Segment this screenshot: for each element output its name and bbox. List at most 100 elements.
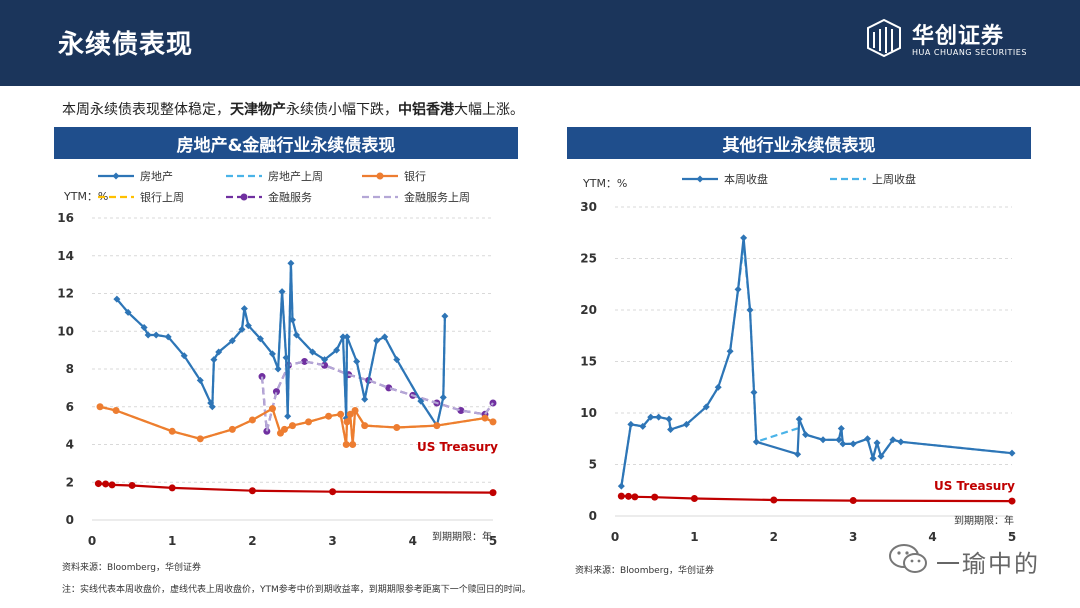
data-point-0-4 [385,384,393,392]
y-tick-label: 10 [57,324,74,338]
legend-label: 本周收盘 [724,172,768,186]
data-point-1-0 [627,420,635,428]
left-panel-title: 房地产&金融行业永续债表现 [54,127,518,159]
summary-part-2: 永续债小幅下跌， [286,102,398,118]
data-point-1-0 [794,450,802,458]
data-point-0-2 [248,416,256,424]
data-point-1-2 [651,493,659,501]
y-axis-label: YTM：% [582,177,627,190]
summary-bold-1: 天津物产 [230,102,286,118]
data-point-1-0 [839,440,847,448]
summary-bold-2: 中铝香港 [398,102,454,118]
y-tick-label: 5 [589,458,597,472]
data-point-1-2 [1008,497,1016,505]
legend-label: 房地产上周 [268,169,323,183]
logo-english-text: HUA CHUANG SECURITIES [912,48,1027,57]
data-point-1-2 [849,497,857,505]
data-point-0-0 [180,352,188,360]
data-point-0-6 [102,480,110,488]
data-point-1-2 [631,493,639,501]
data-point-0-0 [244,322,252,330]
data-point-0-0 [333,346,341,354]
data-point-1-0 [655,413,663,421]
data-point-0-0 [278,288,286,296]
series-line-0-1 [116,262,446,427]
x-tick-label: 4 [409,534,417,548]
data-point-0-6 [128,481,136,489]
data-point-0-0 [289,316,296,324]
us-treasury-annotation: US Treasury [417,440,498,454]
data-point-0-0 [196,376,204,384]
data-point-0-2 [337,410,345,418]
data-point-0-4 [258,373,266,381]
legend-label: 上周收盘 [872,172,916,186]
data-point-0-6 [248,487,256,495]
summary-part-3: 大幅上涨。 [454,102,524,118]
series-line-1-1 [620,244,1013,487]
legend-marker [696,175,704,183]
y-tick-label: 20 [580,303,597,317]
footnote: 注：实线代表本周收盘价，虚线代表上周收盘价，YTM参考中价到期收益率，到期期限参… [62,585,531,595]
x-tick-label: 3 [849,530,857,544]
data-point-1-0 [667,425,675,433]
data-point-0-0 [124,308,132,316]
data-point-1-0 [740,234,748,242]
x-axis-label: 到期期限：年 [954,514,1014,527]
x-tick-label: 2 [248,534,256,548]
data-point-0-0 [361,395,369,403]
data-point-1-0 [873,439,881,447]
y-tick-label: 0 [66,513,74,527]
data-point-1-0 [1008,449,1016,457]
data-point-0-2 [481,414,489,422]
company-logo: 华创证券 HUA CHUANG SECURITIES [864,18,1026,64]
data-point-0-2 [346,410,354,418]
data-point-0-2 [96,403,104,411]
header-bar: 永续债表现 华创证券 HUA CHUANG SECURITIES [0,0,1080,86]
legend-label: 房地产 [140,169,173,183]
data-point-0-2 [280,425,288,433]
data-point-1-0 [889,436,897,444]
y-tick-label: 6 [66,400,74,414]
y-tick-label: 2 [66,475,74,489]
data-point-0-0 [287,259,295,267]
data-point-1-0 [835,436,843,444]
data-point-1-0 [647,413,655,421]
data-point-0-0 [152,331,160,339]
data-point-0-6 [94,480,102,488]
x-tick-label: 1 [690,530,698,544]
data-point-1-0 [734,285,742,293]
right-panel-title: 其他行业永续债表现 [567,127,1031,159]
series-line-1-2 [621,495,1013,503]
right-source-note: 资料来源：Bloomberg，华创证券 [575,566,714,576]
y-tick-label: 25 [580,252,597,266]
y-axis-label: YTM：% [63,190,108,203]
data-point-0-2 [343,418,351,426]
data-point-0-4 [457,407,465,415]
data-point-0-0 [309,348,317,356]
logo-chinese-text: 华创证券 [912,24,1005,49]
logo-mark-icon [867,18,901,58]
y-tick-label: 15 [580,355,597,369]
data-point-0-4 [489,399,497,407]
series-line-0-0 [116,262,446,427]
data-point-1-0 [726,347,734,355]
x-tick-label: 4 [928,530,936,544]
data-point-1-0 [752,438,760,446]
data-point-0-0 [208,403,216,411]
data-point-0-2 [196,435,204,443]
data-point-1-2 [617,492,625,500]
legend-label: 银行上周 [140,190,184,204]
legend-label: 银行 [404,169,426,183]
y-tick-label: 4 [66,438,74,452]
series-line-0-4 [260,360,494,433]
x-axis-label: 到期期限：年 [432,530,492,543]
data-point-0-0 [282,354,290,362]
legend-label: 金融服务 [268,190,312,204]
data-point-0-2 [112,407,120,415]
data-point-0-0 [274,365,282,373]
data-point-0-2 [393,424,401,432]
data-point-0-0 [238,325,246,333]
y-tick-label: 0 [589,509,597,523]
data-point-0-0 [321,356,329,364]
